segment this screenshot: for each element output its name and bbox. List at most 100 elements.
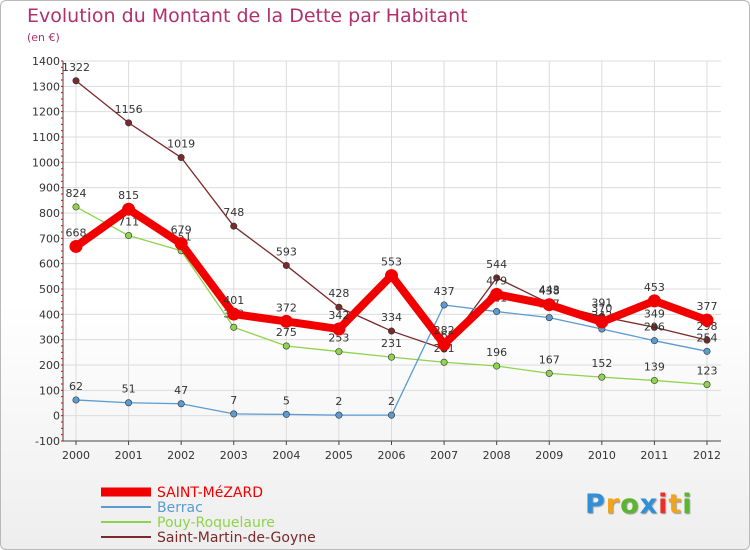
data-label: 1322 <box>62 61 90 74</box>
data-point <box>647 294 661 308</box>
data-label: 437 <box>434 285 455 298</box>
x-tick-label: 2012 <box>693 449 721 462</box>
y-tick-label: 1000 <box>32 156 60 169</box>
x-tick-labels: 2000 2001 2002 2003 2004 2005 2006 2007 2008 2009… <box>62 441 721 462</box>
data-label: 372 <box>276 301 297 314</box>
x-tick-label: 2006 <box>378 449 406 462</box>
data-label: 123 <box>697 365 718 378</box>
legend-label: SAINT-MéZARD <box>157 485 264 501</box>
legend-swatch <box>101 521 151 523</box>
data-label: 377 <box>697 300 718 313</box>
y-tick-label: 200 <box>39 359 60 372</box>
series-saint-m-zard: 668 815 679 401 372 342 553 282 479 438 370 453 377 <box>66 189 718 351</box>
data-label: 296 <box>644 321 665 334</box>
data-point <box>703 381 711 389</box>
y-tick-label: 500 <box>39 283 60 296</box>
data-label: 438 <box>539 285 560 298</box>
legend-label: Pouy-Roquelaure <box>157 515 275 531</box>
data-point <box>125 232 133 240</box>
x-tick-label: 2011 <box>640 449 668 462</box>
data-point <box>650 323 658 331</box>
series-saint-martin-de-goyne: 1322115610197485934283342635444433913492… <box>62 61 718 353</box>
data-label: 711 <box>118 216 139 229</box>
data-point <box>332 322 346 336</box>
data-point <box>230 410 238 418</box>
x-tick-label: 2008 <box>483 449 511 462</box>
logo-letter: i <box>658 489 669 520</box>
data-point <box>700 313 714 327</box>
data-point <box>282 261 290 269</box>
legend-swatch <box>101 487 151 497</box>
data-point <box>230 323 238 331</box>
data-point <box>595 315 609 329</box>
data-label: 428 <box>328 287 349 300</box>
data-point <box>69 239 83 253</box>
data-point <box>279 314 293 328</box>
data-point <box>125 399 133 407</box>
legend-label: Berrac <box>157 500 203 516</box>
y-tick-label: 1400 <box>32 55 60 68</box>
data-label: 824 <box>66 187 87 200</box>
data-point <box>174 237 188 251</box>
data-label: 7 <box>230 394 237 407</box>
data-label: 553 <box>381 256 402 269</box>
data-label: 479 <box>486 274 507 287</box>
data-label: 815 <box>118 189 139 202</box>
data-point <box>545 369 553 377</box>
data-label: 5 <box>283 394 290 407</box>
data-point <box>72 77 80 85</box>
y-tick-label: 800 <box>39 207 60 220</box>
data-point <box>440 358 448 366</box>
data-label: 2 <box>335 395 342 408</box>
data-label: 47 <box>174 384 188 397</box>
data-point <box>125 119 133 127</box>
data-label: 139 <box>644 360 665 373</box>
data-label: 748 <box>223 206 244 219</box>
data-label: 254 <box>697 331 718 344</box>
data-point <box>335 411 343 419</box>
data-label: 443 <box>539 283 560 296</box>
y-tick-label: 600 <box>39 258 60 271</box>
x-tick-label: 2002 <box>167 449 195 462</box>
data-point <box>72 396 80 404</box>
data-point <box>545 314 553 322</box>
data-point <box>542 298 556 312</box>
data-label: 370 <box>591 302 612 315</box>
data-point <box>177 154 185 162</box>
legend-label: Saint-Martin-de-Goyne <box>157 530 316 546</box>
data-label: 593 <box>276 245 297 258</box>
y-tick-label: 300 <box>39 334 60 347</box>
data-point <box>387 353 395 361</box>
data-point <box>387 411 395 419</box>
data-label: 51 <box>122 383 136 396</box>
y-tick-label: -100 <box>35 435 60 448</box>
data-point <box>650 337 658 345</box>
data-label: 453 <box>644 281 665 294</box>
y-tick-label: 1200 <box>32 106 60 119</box>
data-point <box>650 376 658 384</box>
y-tick-label: 1100 <box>32 131 60 144</box>
x-tick-label: 2007 <box>430 449 458 462</box>
data-point <box>387 327 395 335</box>
y-tick-label: 1300 <box>32 80 60 93</box>
grid <box>63 60 721 442</box>
data-point <box>282 342 290 350</box>
data-label: 544 <box>486 258 507 271</box>
x-tick-label: 2000 <box>62 449 90 462</box>
data-label: 349 <box>644 307 665 320</box>
data-point <box>72 203 80 211</box>
logo-letter: P <box>585 489 606 520</box>
y-tick-label: 900 <box>39 182 60 195</box>
data-label: 679 <box>171 224 192 237</box>
legend-swatch <box>101 506 151 508</box>
data-point <box>493 308 501 316</box>
chart-title: Evolution du Montant de la Dette par Hab… <box>27 5 468 27</box>
chart-subtitle: (en €) <box>27 31 60 44</box>
logo-letter: i <box>682 489 693 520</box>
data-point <box>493 274 501 282</box>
x-tick-label: 2010 <box>588 449 616 462</box>
logo-letter: t <box>668 489 683 520</box>
data-label: 334 <box>381 311 402 324</box>
data-label: 342 <box>328 309 349 322</box>
